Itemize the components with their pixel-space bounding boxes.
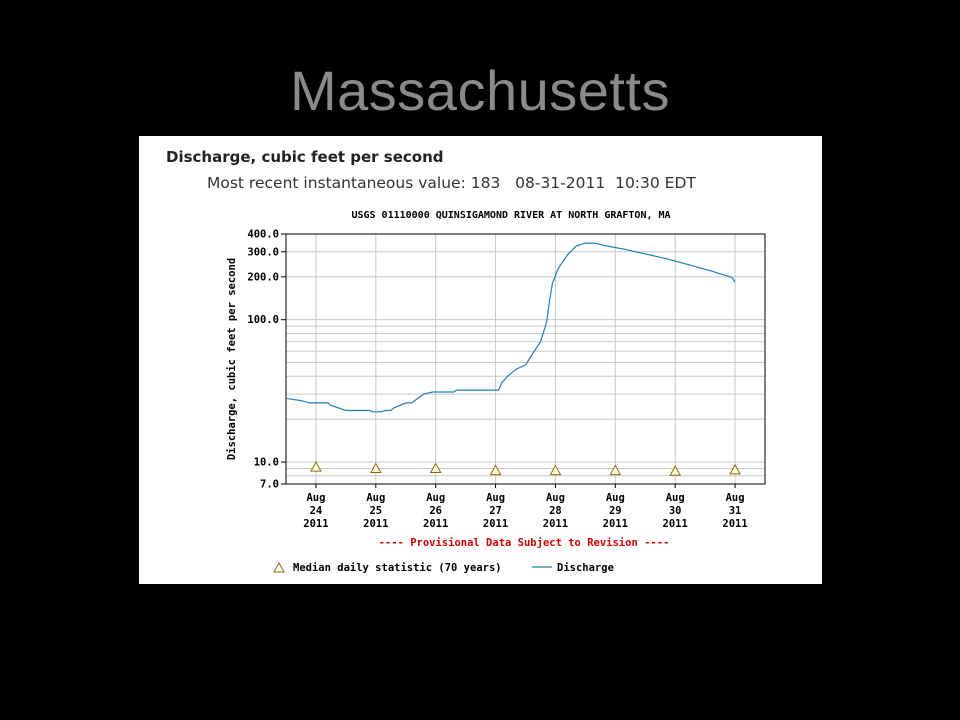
x-tick-label: Aug	[606, 492, 625, 504]
x-tick-label: 27	[489, 505, 502, 517]
y-tick-label: 400.0	[247, 229, 279, 241]
plot-frame	[285, 233, 766, 485]
recent-value-line: Most recent instantaneous value: 183 08-…	[207, 174, 696, 192]
median-triangle	[549, 464, 562, 476]
recent-value-label: Most recent instantaneous value:	[207, 174, 466, 192]
discharge-series-line	[285, 242, 736, 413]
chart-panel: Discharge, cubic feet per second Most re…	[139, 136, 822, 584]
x-tick-label: Aug	[546, 492, 565, 504]
legend: Median daily statistic (70 years) Discha…	[273, 561, 614, 574]
x-tick-label: 2011	[543, 518, 568, 530]
legend-discharge-label: Discharge	[557, 562, 614, 574]
x-tick-label: 31	[729, 505, 742, 517]
recent-value: 183	[470, 174, 501, 192]
provisional-note: ---- Provisional Data Subject to Revisio…	[379, 537, 670, 549]
y-tick-label: 200.0	[247, 271, 279, 283]
x-tick-label: Aug	[486, 492, 505, 504]
x-tick-label: 29	[609, 505, 622, 517]
chart-header-title: Discharge, cubic feet per second	[166, 148, 444, 166]
legend-median-label: Median daily statistic (70 years)	[293, 562, 502, 574]
x-tick-label: 30	[669, 505, 682, 517]
median-triangle	[369, 462, 382, 473]
x-tick-label: Aug	[426, 492, 445, 504]
x-tick-label: Aug	[666, 492, 685, 504]
x-tick-label: 2011	[363, 518, 388, 530]
x-tick-label: 2011	[423, 518, 448, 530]
x-tick-label: 28	[549, 505, 562, 517]
grid-layer	[286, 234, 765, 484]
x-tick-label: 24	[310, 505, 323, 517]
recent-date: 08-31-2011	[515, 174, 606, 192]
y-tick-label: 300.0	[247, 246, 279, 258]
hydrograph-chart: USGS 01110000 QUINSIGAMOND RIVER AT NORT…	[226, 210, 766, 574]
y-tick-label: 10.0	[254, 456, 279, 468]
y-tick-label: 7.0	[260, 479, 279, 491]
median-triangle	[729, 463, 741, 475]
recent-time: 10:30 EDT	[615, 174, 696, 192]
median-triangle	[669, 465, 682, 476]
x-tick-label: 2011	[303, 518, 328, 530]
plot-title: USGS 01110000 QUINSIGAMOND RIVER AT NORT…	[351, 210, 670, 221]
x-tick-label: Aug	[366, 492, 385, 504]
median-triangle	[609, 464, 622, 476]
median-triangle	[429, 462, 442, 473]
median-triangle	[310, 461, 322, 472]
x-tick-label: 25	[369, 505, 382, 517]
x-tick-label: Aug	[726, 492, 745, 504]
x-tick-label: 2011	[722, 518, 747, 530]
median-triangle	[489, 464, 502, 476]
x-tick-label: 2011	[483, 518, 508, 530]
slide-title: Massachusetts	[290, 59, 670, 122]
x-tick-label: 26	[429, 505, 442, 517]
legend-median-icon	[273, 561, 285, 573]
x-tick-label: Aug	[306, 492, 325, 504]
x-tick-labels: Aug242011Aug252011Aug262011Aug272011Aug2…	[303, 484, 748, 530]
median-markers	[310, 461, 741, 476]
y-tick-label: 100.0	[247, 314, 279, 326]
y-tick-labels: 7.0 10.0 100.0 200.0 300.0 400.0	[247, 229, 286, 491]
y-axis-label: Discharge, cubic feet per second	[226, 258, 238, 460]
x-tick-label: 2011	[603, 518, 628, 530]
x-tick-label: 2011	[663, 518, 688, 530]
